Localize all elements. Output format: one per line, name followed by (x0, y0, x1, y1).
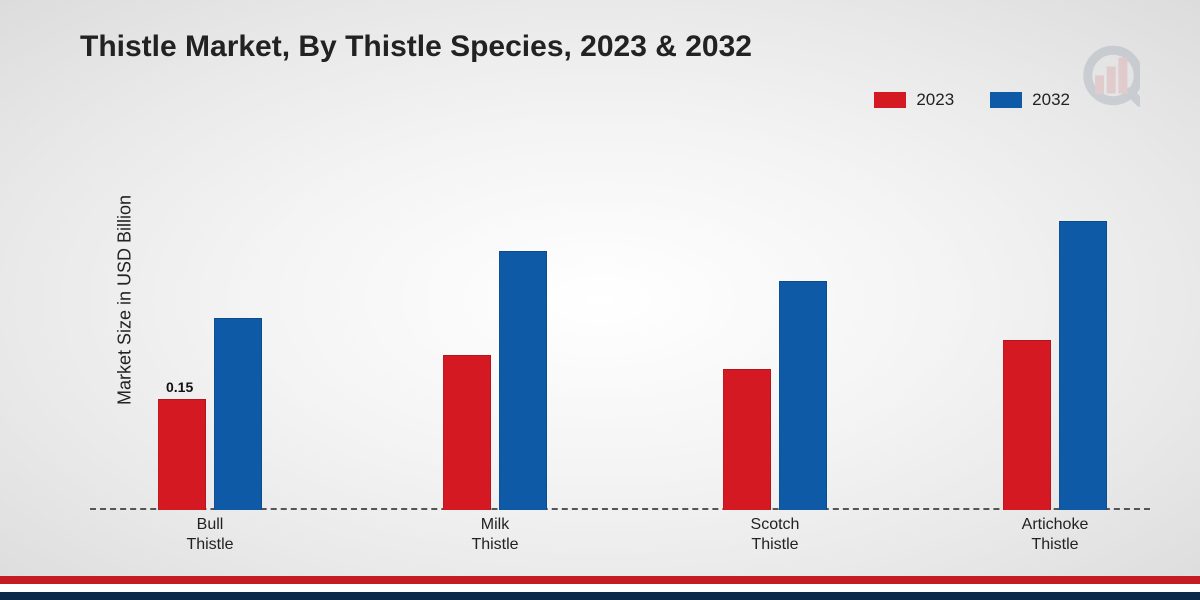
bar-group-milk (443, 251, 547, 510)
chart-title: Thistle Market, By Thistle Species, 2023… (80, 30, 752, 64)
x-axis-labels: Bull Thistle Milk Thistle Scotch Thistle… (90, 515, 1150, 565)
legend-item-2032: 2032 (990, 90, 1070, 110)
bar-milk-2032 (499, 251, 547, 510)
bar-bull-2023 (158, 399, 206, 510)
xlabel-artichoke: Artichoke Thistle (1022, 515, 1089, 555)
plot-area: 0.15 (90, 140, 1150, 510)
bar-artichoke-2023 (1003, 340, 1051, 510)
watermark-logo (1050, 35, 1140, 125)
bar-group-artichoke (1003, 221, 1107, 510)
bar-bull-2032 (214, 318, 262, 510)
footer-stripe-red (0, 576, 1200, 584)
xlabel-milk: Milk Thistle (471, 515, 518, 555)
legend-label-2023: 2023 (916, 90, 954, 110)
footer-stripe-white (0, 584, 1200, 592)
legend-swatch-2023 (874, 92, 906, 108)
bar-scotch-2032 (779, 281, 827, 510)
bar-scotch-2023 (723, 369, 771, 510)
footer-stripe (0, 576, 1200, 600)
bar-milk-2023 (443, 355, 491, 510)
footer-stripe-navy (0, 592, 1200, 600)
legend-item-2023: 2023 (874, 90, 954, 110)
value-label-bull-2023: 0.15 (166, 379, 193, 395)
chart-page: Thistle Market, By Thistle Species, 2023… (0, 0, 1200, 600)
bar-group-scotch (723, 281, 827, 510)
legend-swatch-2032 (990, 92, 1022, 108)
bar-group-bull (158, 318, 262, 510)
legend-label-2032: 2032 (1032, 90, 1070, 110)
bar-artichoke-2032 (1059, 221, 1107, 510)
legend: 2023 2032 (874, 90, 1070, 110)
xlabel-bull: Bull Thistle (186, 515, 233, 555)
xlabel-scotch: Scotch Thistle (751, 515, 800, 555)
